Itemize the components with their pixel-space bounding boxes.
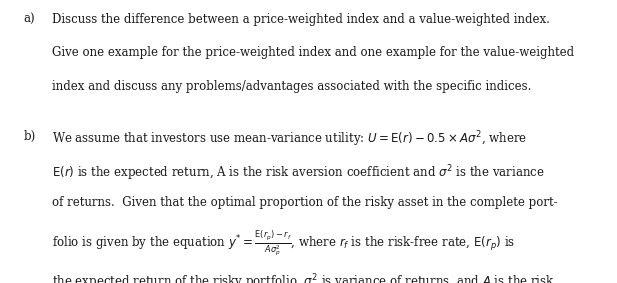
Text: $\mathrm{E}(r)$ is the expected return, A is the risk aversion coefficient and $: $\mathrm{E}(r)$ is the expected return, …: [52, 163, 545, 183]
Text: a): a): [23, 13, 35, 26]
Text: b): b): [23, 130, 36, 143]
Text: index and discuss any problems/advantages associated with the specific indices.: index and discuss any problems/advantage…: [52, 80, 532, 93]
Text: Discuss the difference between a price-weighted index and a value-weighted index: Discuss the difference between a price-w…: [52, 13, 550, 26]
Text: We assume that investors use mean-variance utility: $U = \mathrm{E}(r) - 0.5 \ti: We assume that investors use mean-varian…: [52, 130, 528, 149]
Text: of returns.  Given that the optimal proportion of the risky asset in the complet: of returns. Given that the optimal propo…: [52, 196, 558, 209]
Text: the expected return of the risky portfolio, $\sigma_p^2$ is variance of returns,: the expected return of the risky portfol…: [52, 271, 555, 283]
Text: Give one example for the price-weighted index and one example for the value-weig: Give one example for the price-weighted …: [52, 46, 574, 59]
Text: folio is given by the equation $y^{*} = \frac{\mathrm{E}(r_p)-r_f}{A\sigma_p^2}$: folio is given by the equation $y^{*} = …: [52, 230, 516, 258]
